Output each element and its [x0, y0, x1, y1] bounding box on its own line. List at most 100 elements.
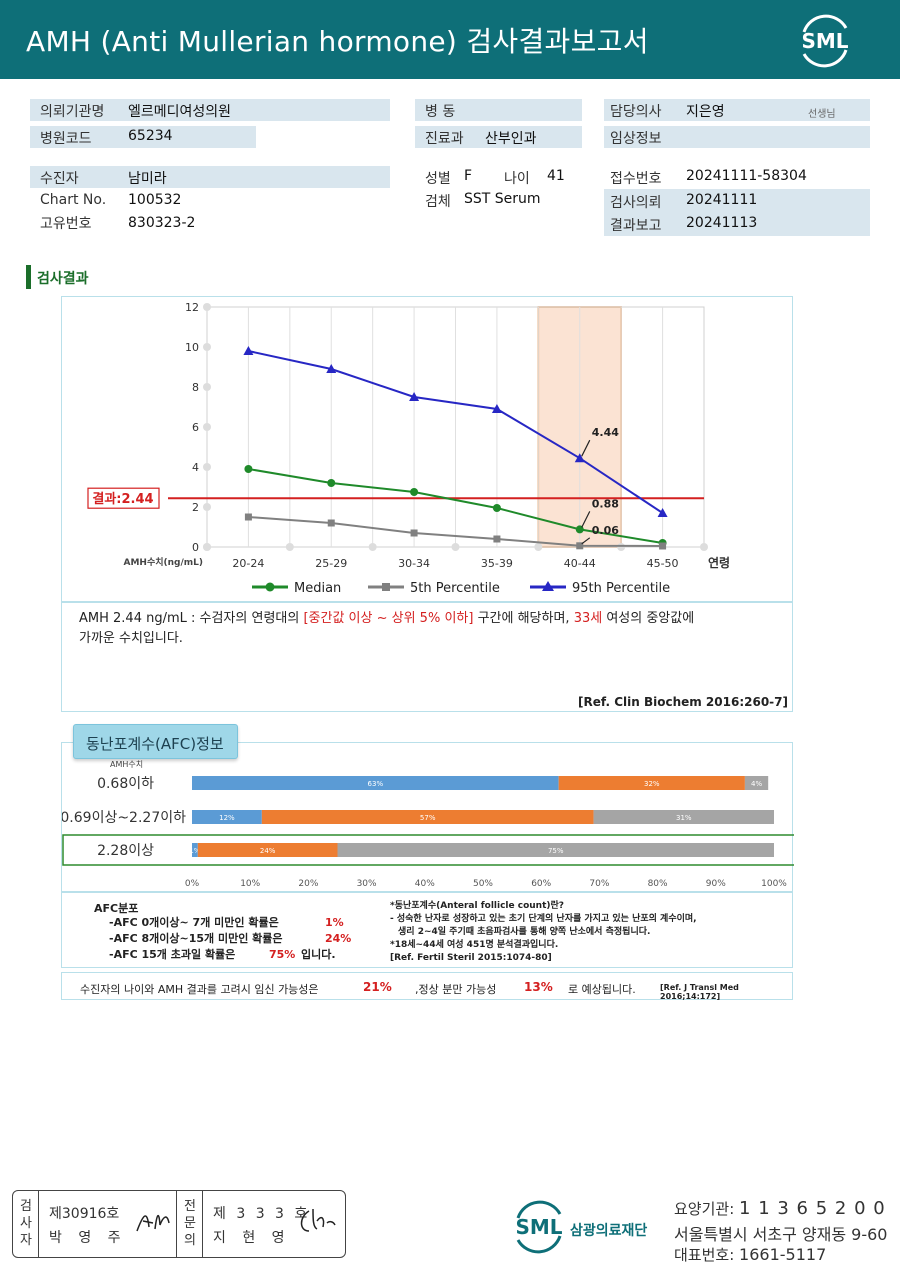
afc-bar-segment [593, 810, 774, 824]
afc-dist-title: AFC분포 [94, 902, 139, 915]
data-point [491, 404, 502, 413]
y-axis-label: AMH수치(ng/mL) [124, 556, 204, 568]
afc-bar-segment [192, 843, 198, 857]
afc-distribution-panel: AFC분포 -AFC 0개이상~ 7개 미만인 확률은 1% -AFC 8개이상~… [61, 892, 793, 968]
pregnancy-panel: 수진자의 나이와 AMH 결과를 고려시 임신 가능성은 21% ,정상 분만 … [61, 972, 793, 1001]
y-tick-mark [203, 503, 211, 511]
pregnancy-ref: [Ref. J Transl Med 2016;14:172] [660, 983, 739, 1001]
x-tick-mark [451, 543, 460, 551]
afc-bar-label: 1% [189, 847, 200, 855]
footer-code: 요양기관: 1 1 3 6 5 2 0 0 [674, 1198, 886, 1219]
institution-value: 엘르메디여성의원 [128, 104, 232, 120]
afc-dist-row: -AFC 0개이상~ 7개 미만인 확률은 1% [109, 916, 344, 929]
x-tick-mark [368, 543, 377, 551]
afc-row-label: 2.28이상 [97, 843, 154, 859]
legend-marker [382, 583, 390, 591]
y-tick-mark [203, 343, 211, 351]
request-value: 20241111 [686, 192, 758, 208]
y-tick-label: 8 [192, 381, 199, 394]
receipt-value: 20241111-58304 [686, 168, 807, 184]
report-value: 20241113 [686, 215, 758, 231]
report-label: 결과보고 [610, 218, 662, 234]
inspector-signature-icon [136, 1215, 170, 1232]
annotation-arrow [581, 537, 591, 545]
inspector-name: 박 영 주 [49, 1230, 127, 1246]
age-label: 나이 [504, 171, 530, 187]
afc-bar-segment [744, 776, 769, 790]
afc-bar-label: 63% [368, 780, 384, 788]
annotation-label: 0.88 [592, 497, 619, 510]
afc-dist-row: -AFC 8개이상~15개 미만인 확률은 24% [109, 932, 352, 945]
legend-marker [265, 582, 275, 592]
afc-bar-segment [192, 776, 559, 790]
afc-bar-segment [558, 776, 745, 790]
interpretation-panel: AMH 2.44 ng/mL : 수검자의 연령대의 [중간값 이상 ~ 상위 … [61, 602, 793, 712]
request-label: 검사의뢰 [610, 195, 662, 211]
sml-footer-logo-icon: SML [515, 1200, 563, 1254]
legend-marker [542, 581, 554, 591]
afc-bar-label: 12% [219, 814, 235, 822]
afc-bar-label: 24% [260, 847, 276, 855]
id-value: 830323-2 [128, 215, 196, 231]
patient-row-highlight [62, 834, 794, 866]
afc-axis-label: 60% [531, 879, 551, 889]
data-point [575, 525, 584, 534]
section-marker [26, 265, 31, 289]
afc-axis-label: 80% [648, 879, 668, 889]
clinical-label: 임상정보 [610, 131, 662, 147]
annotation-label: 4.44 [592, 426, 619, 439]
pregnancy-probability: 21% [363, 980, 392, 994]
afc-bar-label: 75% [548, 847, 564, 855]
chart-panel: 0 2 4 6 8 10 12 20-24 25-29 30-34 35-39 40-44 45-50 A… [61, 296, 793, 602]
data-point [410, 488, 419, 496]
x-axis-label: 연령 [708, 555, 730, 570]
result-label-box [87, 487, 160, 509]
inspector-license: 제30916호 [49, 1206, 120, 1222]
specialist-license: 제 3 3 3 호 [213, 1206, 311, 1222]
afc-axis-label: 30% [357, 879, 377, 889]
delivery-probability: 13% [524, 980, 553, 994]
afc-dist-row: -AFC 15개 초과일 확률은 75% 입니다. [109, 948, 336, 961]
afc-axis-label: 0% [185, 879, 200, 889]
x-tick-label: 40-44 [564, 557, 596, 570]
institution-label: 의뢰기관명 [40, 104, 105, 120]
legend-label: 95th Percentile [572, 581, 670, 596]
y-tick-mark [203, 303, 211, 311]
interpretation-line2: 가까운 수치입니다. [79, 631, 183, 646]
interpretation-age: 33세 [573, 611, 603, 626]
sex-label: 성별 [425, 171, 451, 187]
afc-bar-segment [192, 810, 262, 824]
data-point [410, 529, 418, 537]
hospital-code-label: 병원코드 [40, 131, 92, 147]
footer-phone: 대표번호: 1661-5117 [674, 1245, 827, 1264]
interpretation-ref: [Ref. Clin Biochem 2016:260-7] [578, 695, 788, 709]
data-point [659, 542, 667, 550]
sml-logo-icon: SML [801, 14, 849, 68]
y-tick-mark [203, 463, 211, 471]
afc-bar-chart: AMH수치 0.68이하 63% 32% 4% 0.69이상~2.27이하 12% 57% 31… [62, 760, 794, 889]
legend-label: Median [294, 581, 341, 596]
y-tick-mark [203, 383, 211, 391]
svg-text:SML: SML [515, 1215, 562, 1239]
report-header: AMH (Anti Mullerian hormone) 검사결과보고서 SML [0, 0, 900, 79]
afc-chart-panel: AMH수치 0.68이하 63% 32% 4% 0.69이상~2.27이하 12% 57% 31… [61, 742, 794, 892]
x-tick-label: 20-24 [232, 557, 264, 570]
pregnancy-text-3: 로 예상됩니다. [568, 983, 636, 996]
annotation-arrow [581, 439, 591, 457]
doctor-label: 담당의사 [610, 104, 662, 120]
series-line-5th-percentile [248, 516, 663, 547]
interpretation-range: [중간값 이상 ~ 상위 5% 이하] [303, 611, 474, 626]
data-point [409, 392, 420, 401]
x-tick-mark [700, 543, 708, 551]
afc-bar-label: 4% [751, 780, 762, 788]
y-tick-label: 6 [192, 421, 199, 434]
receipt-label: 접수번호 [610, 171, 662, 187]
interpretation-prefix: AMH 2.44 ng/mL : 수검자의 연령대의 [79, 611, 304, 626]
data-point [327, 479, 336, 487]
afc-axis-label: 100% [761, 879, 787, 889]
pregnancy-text-1: 수진자의 나이와 AMH 결과를 고려시 임신 가능성은 [80, 983, 319, 996]
interpretation-suffix: 여성의 중앙값에 [602, 611, 695, 626]
x-tick-mark [617, 543, 626, 551]
chart-no-value: 100532 [128, 192, 182, 208]
